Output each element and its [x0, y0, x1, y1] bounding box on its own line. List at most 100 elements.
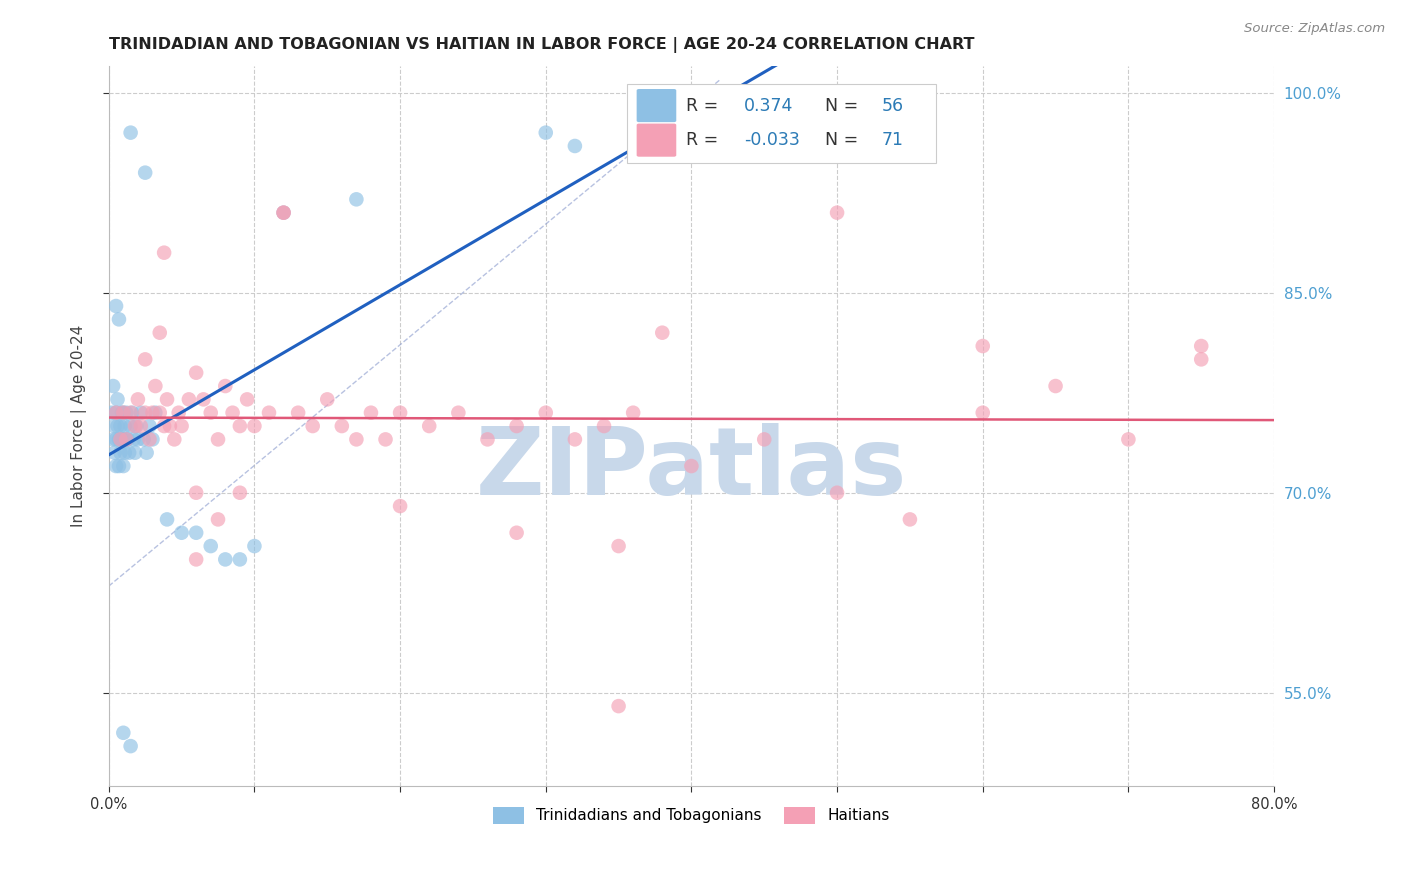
Point: [117, 433, 139, 447]
Legend: Trinidadians and Tobagonians, Haitians: Trinidadians and Tobagonians, Haitians: [486, 800, 896, 830]
Point: [156, 392, 179, 407]
Point: [100, 406, 122, 420]
Point: [214, 552, 236, 566]
Point: [120, 739, 142, 753]
Point: [1118, 433, 1140, 447]
Point: [186, 552, 208, 566]
Point: [107, 419, 129, 434]
Point: [104, 446, 127, 460]
Point: [236, 392, 259, 407]
FancyBboxPatch shape: [637, 124, 676, 157]
Point: [207, 433, 229, 447]
Point: [825, 205, 848, 219]
Text: R =: R =: [686, 96, 723, 114]
Point: [330, 419, 353, 434]
Point: [163, 433, 186, 447]
Point: [360, 406, 382, 420]
Point: [257, 406, 280, 420]
Point: [681, 458, 703, 473]
Point: [122, 433, 145, 447]
Point: [754, 433, 776, 447]
Point: [105, 299, 128, 313]
Point: [141, 433, 163, 447]
Point: [101, 433, 124, 447]
Point: [138, 433, 160, 447]
Point: [107, 392, 129, 407]
Point: [972, 339, 994, 353]
Point: [112, 406, 135, 420]
Point: [115, 433, 138, 447]
Point: [607, 539, 630, 553]
Point: [114, 419, 136, 434]
Text: N =: N =: [814, 131, 863, 149]
Point: [389, 499, 412, 513]
Text: 71: 71: [882, 131, 904, 149]
Point: [112, 726, 135, 740]
Point: [145, 406, 167, 420]
Point: [145, 379, 167, 393]
Point: [120, 419, 142, 434]
Point: [135, 446, 157, 460]
Point: [141, 406, 163, 420]
Point: [221, 406, 243, 420]
Point: [534, 406, 557, 420]
Point: [287, 406, 309, 420]
Point: [243, 419, 266, 434]
Point: [112, 433, 135, 447]
Text: Source: ZipAtlas.com: Source: ZipAtlas.com: [1244, 22, 1385, 36]
Point: [121, 406, 143, 420]
Point: [114, 446, 136, 460]
Point: [115, 406, 138, 420]
Point: [149, 326, 172, 340]
Point: [134, 406, 156, 420]
Point: [607, 699, 630, 714]
Point: [105, 406, 128, 420]
Text: -0.033: -0.033: [744, 131, 800, 149]
Y-axis label: In Labor Force | Age 20-24: In Labor Force | Age 20-24: [72, 325, 87, 527]
Point: [108, 458, 131, 473]
Point: [214, 379, 236, 393]
Point: [972, 406, 994, 420]
Point: [564, 433, 586, 447]
Point: [229, 419, 252, 434]
Point: [108, 433, 131, 447]
Point: [120, 126, 142, 140]
Point: [112, 458, 135, 473]
Point: [124, 446, 146, 460]
Point: [105, 433, 128, 447]
Point: [132, 433, 155, 447]
Text: TRINIDADIAN AND TOBAGONIAN VS HAITIAN IN LABOR FORCE | AGE 20-24 CORRELATION CHA: TRINIDADIAN AND TOBAGONIAN VS HAITIAN IN…: [108, 37, 974, 54]
Point: [101, 379, 124, 393]
Point: [193, 392, 215, 407]
Point: [344, 433, 367, 447]
Point: [111, 433, 134, 447]
Point: [129, 419, 152, 434]
Point: [1045, 379, 1067, 393]
Point: [104, 419, 127, 434]
Point: [651, 326, 673, 340]
Text: 56: 56: [882, 96, 904, 114]
Point: [301, 419, 323, 434]
Point: [243, 539, 266, 553]
Point: [127, 392, 149, 407]
Point: [129, 406, 152, 420]
Point: [156, 512, 179, 526]
Point: [138, 419, 160, 434]
Point: [621, 406, 644, 420]
Point: [273, 205, 295, 219]
Point: [1189, 339, 1212, 353]
Text: 0.374: 0.374: [744, 96, 793, 114]
Point: [389, 406, 412, 420]
Point: [1189, 352, 1212, 367]
Point: [477, 433, 499, 447]
Point: [186, 366, 208, 380]
Point: [564, 139, 586, 153]
Point: [418, 419, 440, 434]
Point: [898, 512, 921, 526]
Point: [505, 525, 527, 540]
Text: N =: N =: [814, 96, 863, 114]
Point: [177, 392, 200, 407]
Point: [167, 406, 190, 420]
FancyBboxPatch shape: [637, 89, 676, 122]
Point: [115, 433, 138, 447]
